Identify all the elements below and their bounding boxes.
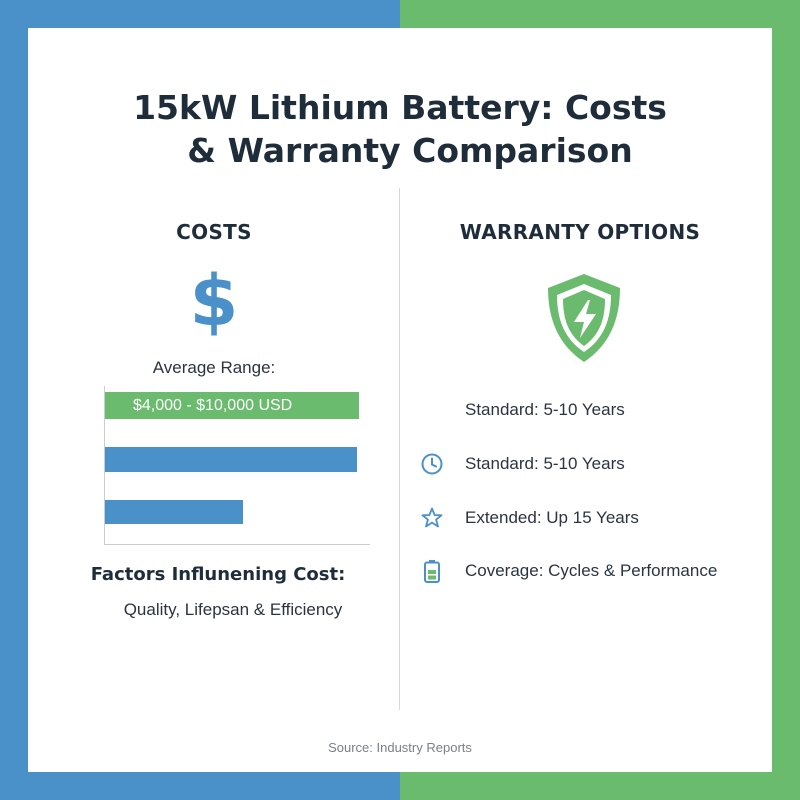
cost-bar-3 bbox=[105, 500, 243, 524]
warranty-item-standard-1: Standard: 5-10 Years bbox=[420, 395, 760, 425]
chart-x-axis bbox=[104, 544, 370, 545]
warranty-item-label: Standard: 5-10 Years bbox=[465, 400, 625, 419]
warranty-item-standard-2: Standard: 5-10 Years bbox=[420, 449, 760, 479]
cost-bar-range: $4,000 - $10,000 USD bbox=[105, 392, 359, 419]
shield-lightning-icon bbox=[542, 270, 626, 366]
warranty-item-coverage: Coverage: Cycles & Performance bbox=[420, 556, 760, 586]
infographic-card: 15kW Lithium Battery: Costs & Warranty C… bbox=[28, 28, 772, 772]
average-range-label: Average Range: bbox=[152, 358, 276, 377]
source-note: Source: Industry Reports bbox=[328, 740, 472, 755]
cost-range-value: $4,000 - $10,000 USD bbox=[133, 397, 293, 414]
dollar-icon: $ bbox=[189, 260, 239, 342]
warranty-item-label: Coverage: Cycles & Performance bbox=[465, 561, 718, 580]
chart-y-axis bbox=[104, 386, 105, 544]
warranty-heading: WARRANTY OPTIONS bbox=[459, 220, 701, 244]
title-line-1: 15kW Lithium Battery: Costs bbox=[133, 88, 667, 127]
factors-text: Quality, Lifepsan & Efficiency bbox=[123, 600, 343, 619]
cost-bar-chart: $4,000 - $10,000 USD bbox=[104, 386, 370, 546]
star-icon bbox=[420, 506, 444, 530]
factors-heading: Factors Influnening Cost: bbox=[90, 564, 346, 585]
cost-bar-2 bbox=[105, 447, 357, 472]
battery-icon bbox=[420, 559, 444, 583]
warranty-item-extended: Extended: Up 15 Years bbox=[420, 503, 760, 533]
costs-heading: COSTS bbox=[176, 220, 252, 244]
title-line-2: & Warranty Comparison bbox=[187, 131, 633, 170]
column-divider bbox=[399, 188, 400, 710]
warranty-item-label: Extended: Up 15 Years bbox=[465, 508, 639, 527]
warranty-item-label: Standard: 5-10 Years bbox=[465, 454, 625, 473]
page-title: 15kW Lithium Battery: Costs & Warranty C… bbox=[28, 86, 772, 172]
clock-icon bbox=[420, 452, 444, 476]
